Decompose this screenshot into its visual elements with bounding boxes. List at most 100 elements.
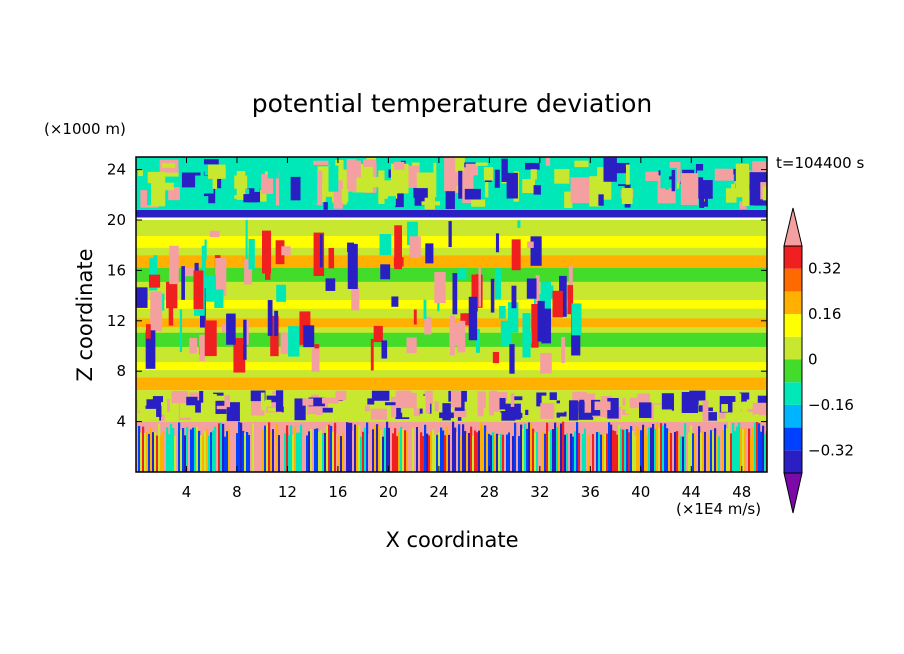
layer bbox=[136, 299, 767, 309]
plume bbox=[319, 234, 323, 268]
streak bbox=[592, 433, 595, 472]
streak bbox=[234, 434, 237, 472]
plume bbox=[199, 334, 205, 361]
streak bbox=[342, 433, 345, 472]
streak bbox=[444, 435, 447, 472]
x-axis-label: X coordinate bbox=[385, 528, 518, 552]
streak bbox=[154, 431, 157, 472]
plume bbox=[494, 268, 502, 300]
plume bbox=[552, 290, 563, 318]
patch bbox=[477, 413, 489, 417]
streak bbox=[430, 431, 433, 472]
streak bbox=[544, 433, 547, 472]
streak bbox=[600, 434, 603, 472]
streak bbox=[410, 434, 413, 472]
patch bbox=[592, 411, 611, 417]
patch bbox=[639, 402, 652, 418]
patch bbox=[521, 193, 537, 210]
streak bbox=[762, 425, 765, 472]
streak bbox=[508, 432, 511, 472]
streak bbox=[206, 429, 209, 472]
patch bbox=[160, 414, 165, 422]
streak bbox=[448, 434, 451, 472]
streak bbox=[526, 428, 529, 472]
patch bbox=[313, 160, 329, 166]
streak bbox=[406, 431, 409, 472]
patch bbox=[261, 174, 274, 195]
patch bbox=[702, 400, 709, 422]
plume bbox=[540, 352, 552, 374]
streak bbox=[172, 428, 175, 472]
streak bbox=[556, 426, 559, 472]
plume bbox=[425, 243, 434, 264]
plume bbox=[500, 320, 513, 347]
streak bbox=[570, 433, 573, 472]
plume bbox=[490, 278, 495, 313]
patch bbox=[402, 408, 415, 418]
streak bbox=[292, 435, 295, 472]
x-axis-unit: (×1E4 m/s) bbox=[676, 500, 761, 518]
streak bbox=[474, 430, 477, 472]
plume bbox=[148, 274, 161, 288]
streak bbox=[752, 427, 755, 472]
patch bbox=[281, 390, 292, 407]
streak bbox=[696, 430, 699, 472]
patch bbox=[365, 177, 379, 188]
plume bbox=[274, 310, 279, 337]
plume bbox=[325, 278, 336, 291]
patch bbox=[499, 397, 506, 410]
patch bbox=[505, 403, 521, 420]
patch bbox=[584, 393, 596, 413]
patch bbox=[317, 170, 323, 206]
colorbar-segment bbox=[784, 291, 802, 315]
streak bbox=[344, 432, 347, 472]
plume bbox=[522, 313, 531, 358]
patch bbox=[384, 402, 398, 406]
patch bbox=[199, 390, 204, 403]
streak bbox=[554, 422, 557, 472]
streak bbox=[482, 425, 485, 472]
streak bbox=[622, 429, 625, 472]
streak bbox=[214, 426, 217, 472]
y-tick-label: 20 bbox=[107, 211, 126, 229]
plume bbox=[209, 230, 220, 237]
streak bbox=[428, 435, 431, 472]
streak bbox=[734, 430, 737, 472]
streak bbox=[634, 435, 637, 472]
time-label: t=104400 s bbox=[776, 154, 864, 172]
streak bbox=[304, 431, 307, 472]
streak bbox=[322, 433, 325, 472]
streak bbox=[164, 435, 167, 472]
patch bbox=[439, 412, 454, 419]
patch bbox=[450, 390, 462, 408]
patch bbox=[208, 164, 226, 179]
streak bbox=[640, 430, 643, 472]
streak bbox=[286, 425, 289, 472]
streak bbox=[718, 436, 721, 472]
plume bbox=[547, 285, 554, 299]
streak bbox=[660, 423, 663, 472]
streak bbox=[470, 426, 473, 472]
streak bbox=[264, 425, 267, 472]
plume bbox=[166, 281, 178, 309]
streak bbox=[254, 421, 257, 472]
streak bbox=[568, 427, 571, 472]
patch bbox=[352, 163, 365, 193]
plume bbox=[347, 242, 354, 253]
patch bbox=[334, 400, 344, 417]
streak bbox=[414, 436, 417, 472]
x-tick-label: 44 bbox=[682, 483, 701, 501]
streak bbox=[684, 423, 687, 472]
patch bbox=[393, 161, 405, 170]
plume bbox=[507, 302, 519, 333]
plume bbox=[245, 220, 248, 259]
plume bbox=[571, 303, 582, 336]
plume bbox=[243, 319, 247, 360]
streak bbox=[590, 429, 593, 472]
streak bbox=[456, 432, 459, 472]
streak bbox=[352, 430, 355, 472]
plume bbox=[380, 264, 391, 280]
streak bbox=[758, 423, 761, 472]
patch bbox=[322, 397, 339, 404]
patch bbox=[419, 157, 434, 178]
